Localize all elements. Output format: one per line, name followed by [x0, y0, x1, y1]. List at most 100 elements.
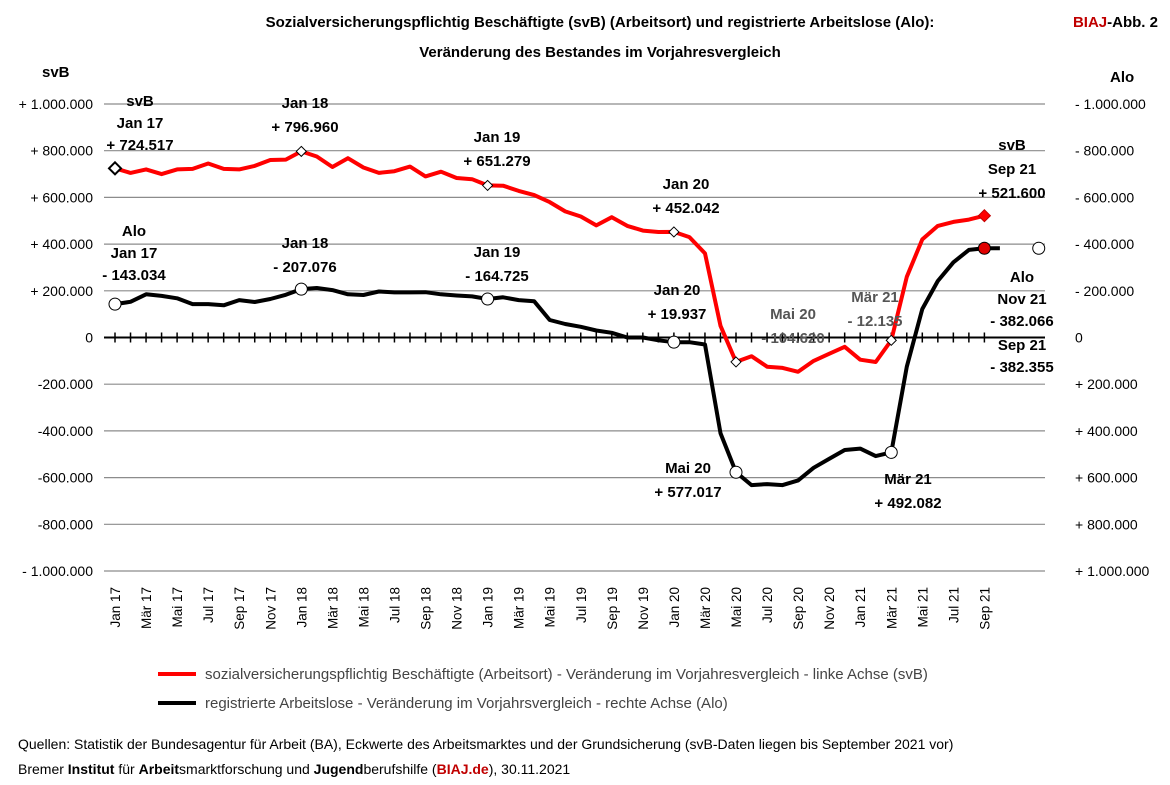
x-tick-label: Jan 21: [853, 587, 868, 628]
footer-credit: Bremer Institut für Arbeitsmarktforschun…: [18, 761, 570, 777]
annotation-line: - 382.355: [990, 359, 1053, 376]
annotation-label: Jan 19 + 651.279: [463, 129, 530, 170]
footer-credit-part: smarktforschung und: [179, 761, 314, 777]
annotation-line: - 164.725: [465, 268, 528, 285]
y-tick-right: 0: [1075, 330, 1083, 346]
alo-circle-marker: [294, 282, 308, 296]
series-group: [114, 149, 1000, 488]
annotation-label: Jan 20 + 452.042: [652, 176, 719, 217]
annotation-line: Nov 21: [997, 291, 1046, 308]
chart-title-line2: Veränderung des Bestandes im Vorjahresve…: [419, 44, 781, 61]
annotation-line: Mai 20: [770, 306, 816, 323]
x-tick-label: Mär 21: [884, 587, 899, 629]
left-axis-unit: svB: [42, 64, 70, 81]
y-tick-left: - 1.000.000: [22, 563, 93, 579]
annotation-label: Jan 18 - 207.076: [273, 235, 336, 276]
y-tick-left: + 600.000: [30, 189, 93, 205]
annotation-line: Sep 21: [998, 337, 1046, 354]
y-tick-left: -600.000: [38, 470, 93, 486]
svb-diamond-marker: [295, 145, 308, 158]
x-tick-label: Mär 19: [512, 587, 527, 629]
svb-line: [114, 149, 985, 374]
footer-credit-part: ), 30.11.2021: [488, 761, 571, 777]
x-tick-label: Jul 20: [760, 587, 775, 623]
annotation-line: Jan 18: [282, 235, 329, 252]
annotation-line: Alo: [122, 223, 146, 240]
y-tick-right: + 400.000: [1075, 423, 1138, 439]
y-tick-left: + 1.000.000: [19, 96, 94, 112]
alo-line: [114, 246, 1000, 488]
annotation-line: svB: [998, 137, 1026, 154]
markers-group: [107, 145, 1046, 479]
y-tick-right: + 200.000: [1075, 376, 1138, 392]
y-tick-right: - 1.000.000: [1075, 96, 1146, 112]
annotation-line: Jan 19: [474, 129, 521, 146]
x-tick-label: Sep 18: [419, 587, 434, 630]
annotation-line: - 104.620: [761, 330, 824, 347]
y-tick-left: -400.000: [38, 423, 93, 439]
annotation-line: Jan 20: [654, 282, 701, 299]
x-tick-label: Mär 20: [698, 587, 713, 629]
annotation-line: svB: [126, 93, 154, 110]
footer-credit-part: für: [114, 761, 139, 777]
svb-diamond-marker: [668, 226, 680, 238]
annotation-line: + 577.017: [654, 484, 721, 501]
footer-credit-bold: Jugend: [313, 761, 364, 777]
annotation-label: Mai 20 - 104.620: [761, 306, 824, 347]
x-tick-label: Jan 19: [481, 587, 496, 628]
x-tick-label: Mai 17: [170, 587, 185, 628]
alo-circle-marker: [729, 465, 743, 479]
svb-diamond-marker: [107, 160, 123, 176]
footer-sources: Quellen: Statistik der Bundesagentur für…: [18, 736, 954, 752]
annotation-line: + 492.082: [874, 495, 941, 512]
annotation-line: - 143.034: [102, 267, 166, 284]
y-tick-right: + 800.000: [1075, 516, 1138, 532]
annotation-label: svB Jan 17 + 724.517: [106, 93, 173, 154]
x-tick-label: Sep 21: [977, 587, 992, 630]
alo-circle-marker: [884, 445, 898, 459]
x-tick-label: Mai 18: [356, 587, 371, 628]
annotation-line: Mär 21: [851, 289, 899, 306]
x-tick-label: Mär 18: [325, 587, 340, 629]
svb-last-marker: [977, 208, 992, 223]
x-tick-label: Nov 17: [263, 587, 278, 630]
x-tick-label: Jan 17: [108, 587, 123, 628]
x-tick-label: Sep 19: [605, 587, 620, 630]
annotation-line: - 207.076: [273, 259, 336, 276]
legend-label-alo: registrierte Arbeitslose - Veränderung i…: [205, 695, 728, 712]
annotation-line: - 12.135: [847, 313, 902, 330]
x-tick-label: Mai 21: [915, 587, 930, 628]
badge-brand: BIAJ: [1073, 14, 1107, 31]
footer-credit-bold: Arbeit: [138, 761, 180, 777]
annotation-label: Mär 21 - 12.135: [847, 289, 902, 330]
left-y-axis: + 1.000.000 + 800.000 + 600.000 + 400.000 + …: [19, 96, 94, 579]
chart-title-line1: Sozialversicherungspflichtig Beschäftigt…: [266, 14, 935, 31]
x-tick-label: Jul 17: [201, 587, 216, 623]
alo-nov21-marker: [1032, 241, 1046, 255]
annotation-line: Jan 17: [111, 245, 158, 262]
footer-biaj-link[interactable]: BIAJ.de: [436, 761, 489, 777]
annotation-label: Alo Nov 21 - 382.066: [990, 269, 1053, 330]
footer-credit-part: berufshilfe (: [363, 761, 437, 777]
alo-sep21-marker: [977, 241, 991, 255]
badge-suffix: -Abb. 2: [1107, 14, 1158, 31]
annotation-line: Jan 17: [117, 115, 164, 132]
annotations-group: svB Jan 17 + 724.517 Jan 18 + 796.960 Jan 19 +…: [102, 93, 1053, 512]
x-tick-label: Jan 20: [667, 587, 682, 628]
annotation-label: Jan 19 - 164.725: [465, 244, 528, 285]
x-tick-label: Jul 18: [387, 587, 402, 623]
annotation-line: + 724.517: [106, 137, 173, 154]
x-tick-label: Nov 18: [450, 587, 465, 630]
x-tick-label: Mai 20: [729, 587, 744, 628]
svb-diamond-marker: [481, 179, 494, 192]
gridlines: [104, 103, 1045, 572]
annotation-line: + 796.960: [271, 119, 338, 136]
y-tick-left: + 400.000: [30, 236, 93, 252]
legend-label-svb: sozialversicherungspflichtig Beschäftigt…: [205, 666, 928, 683]
annotation-line: Mai 20: [665, 460, 711, 477]
y-tick-left: -800.000: [38, 516, 93, 532]
x-tick-label: Sep 20: [791, 587, 806, 630]
annotation-label: Jan 20 + 19.937: [648, 282, 707, 323]
right-axis-unit: Alo: [1110, 69, 1134, 86]
